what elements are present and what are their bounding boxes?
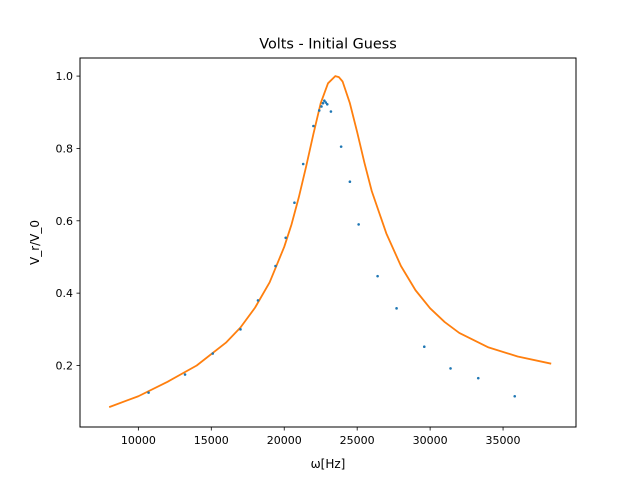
data-point: [325, 103, 329, 106]
y-tick-label: 0.4: [56, 287, 74, 300]
data-point: [183, 373, 187, 376]
x-tick-label: 25000: [340, 434, 375, 447]
data-point: [348, 180, 352, 184]
data-point: [357, 223, 360, 226]
x-tick-label: 10000: [121, 434, 156, 447]
y-tick-label: 1.0: [56, 70, 74, 83]
data-point: [274, 264, 277, 268]
data-point: [321, 101, 325, 105]
data-point: [239, 328, 242, 331]
data-point: [513, 394, 517, 398]
x-tick-label: 15000: [194, 434, 229, 447]
data-point: [211, 352, 215, 355]
x-tick-label: 30000: [413, 434, 448, 447]
plot-frame: [79, 57, 577, 428]
y-tick-label: 0.8: [56, 142, 74, 155]
data-point: [324, 101, 328, 104]
data-point: [284, 236, 287, 240]
series-line: [108, 75, 552, 408]
x-axis: 10000 15000 20000 25000 30000 35000: [121, 427, 521, 447]
data-point: [376, 274, 379, 278]
data-point: [329, 110, 333, 113]
x-tick-label: 35000: [486, 434, 521, 447]
x-tick-label: 20000: [267, 434, 302, 447]
y-axis: 0.2 0.4 0.6 0.8 1.0: [56, 70, 80, 373]
data-point: [422, 345, 426, 348]
series-layer: [108, 75, 552, 408]
y-tick-label: 0.2: [56, 360, 74, 373]
data-point: [449, 367, 452, 370]
data-point: [301, 162, 305, 166]
data-point: [312, 124, 315, 128]
data-point: [339, 145, 343, 148]
y-tick-label: 0.6: [56, 215, 74, 228]
data-point: [147, 391, 150, 394]
data-point: [320, 105, 323, 108]
data-point: [317, 109, 321, 112]
data-point: [476, 376, 480, 380]
plot-area: [79, 57, 577, 428]
data-point: [293, 201, 296, 205]
data-point: [395, 307, 398, 310]
chart-title: Volts - Initial Guess: [259, 37, 397, 53]
data-point: [323, 99, 326, 102]
y-axis-label: V_r/V_0: [28, 220, 42, 265]
data-point: [256, 299, 260, 302]
x-axis-label: ω[Hz]: [311, 457, 346, 471]
